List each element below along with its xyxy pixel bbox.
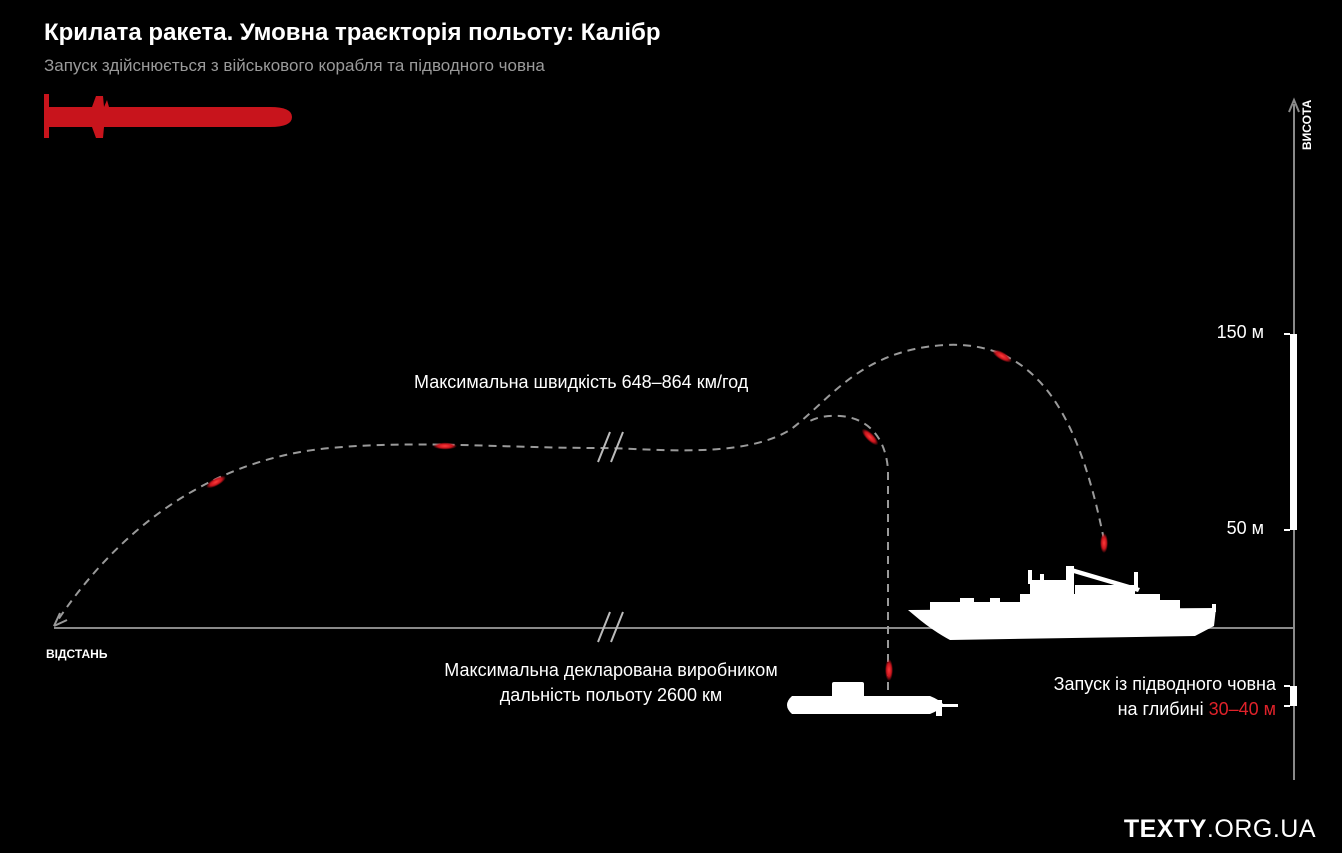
max-range-line2: дальність польоту 2600 км bbox=[499, 685, 723, 705]
missile-markers bbox=[206, 349, 1108, 681]
missile-marker bbox=[433, 442, 457, 450]
missile-marker bbox=[1100, 533, 1108, 553]
depth-range-bar bbox=[1290, 686, 1297, 706]
depth-line2: на глибині 30–40 м bbox=[1054, 697, 1276, 722]
altitude-50-label: 50 м bbox=[1226, 518, 1264, 538]
depth-line1: Запуск із підводного човна bbox=[1053, 674, 1276, 694]
missile-marker bbox=[206, 475, 226, 489]
submarine-trajectory bbox=[807, 414, 889, 690]
brand-logo[interactable]: TEXTY.ORG.UA bbox=[1124, 815, 1316, 844]
depth-value: 30–40 м bbox=[1208, 699, 1276, 719]
altitude-150-label: 150 м bbox=[1216, 322, 1264, 342]
max-range-line1: Максимальна декларована виробником bbox=[444, 660, 778, 680]
altitude-axis bbox=[1284, 97, 1300, 780]
warship-icon bbox=[908, 566, 1216, 640]
max-range-label: Максимальна декларована виробником дальн… bbox=[418, 658, 804, 708]
submarine-icon bbox=[787, 682, 958, 716]
page-subtitle: Запуск здійснюється з військового корабл… bbox=[44, 56, 545, 75]
max-speed-label: Максимальна швидкість 648–864 км/год bbox=[414, 372, 749, 392]
altitude-axis-label: ВИСОТА bbox=[1300, 100, 1314, 151]
distance-axis-label: ВІДСТАНЬ bbox=[46, 647, 108, 661]
brand-rest: .ORG.UA bbox=[1206, 815, 1316, 843]
missile-marker bbox=[992, 349, 1012, 363]
altitude-range-bar bbox=[1290, 334, 1297, 530]
page-title: Крилата ракета. Умовна траєкторія польот… bbox=[44, 19, 661, 46]
submarine-depth-label: Запуск із підводного човна на глибині 30… bbox=[1054, 672, 1276, 722]
brand-bold: TEXTY bbox=[1123, 815, 1207, 843]
missile-marker bbox=[885, 659, 893, 681]
missile-icon bbox=[44, 94, 292, 138]
depth-prefix: на глибині bbox=[1117, 699, 1209, 719]
missile-marker bbox=[861, 428, 879, 446]
